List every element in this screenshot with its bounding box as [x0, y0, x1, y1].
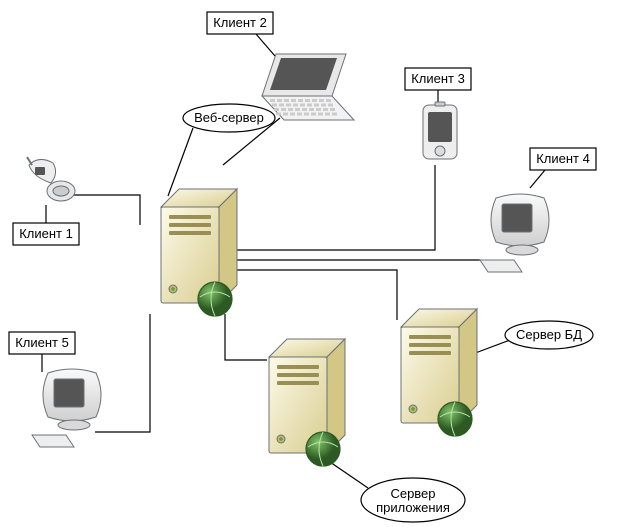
label-text: Клиент 1	[19, 226, 73, 241]
edge	[530, 170, 545, 188]
label-text: Клиент 2	[213, 15, 267, 30]
label-text: Веб-сервер	[194, 110, 264, 125]
edge	[330, 462, 368, 488]
node-client2	[262, 54, 354, 120]
node-client5	[32, 369, 101, 447]
node-web	[161, 189, 237, 316]
node-client3	[423, 102, 457, 159]
network-diagram: Клиент 1 Клиент 2 Клиент 3 Клиент 4 Клиент 5…	[0, 0, 640, 527]
node-client4	[480, 194, 549, 272]
edge	[225, 314, 267, 360]
edge	[95, 314, 150, 432]
edge	[70, 195, 140, 225]
node-app	[269, 339, 345, 466]
edge	[235, 270, 397, 320]
label-text: Сервер БД	[516, 327, 582, 342]
edge	[168, 128, 193, 196]
label-text: Клиент 4	[536, 151, 590, 166]
label-text: Клиент 3	[411, 71, 465, 86]
edge	[235, 165, 435, 250]
node-client1	[27, 157, 75, 201]
node-db	[401, 309, 477, 436]
label-text: Клиент 5	[15, 335, 69, 350]
edge	[256, 34, 275, 56]
